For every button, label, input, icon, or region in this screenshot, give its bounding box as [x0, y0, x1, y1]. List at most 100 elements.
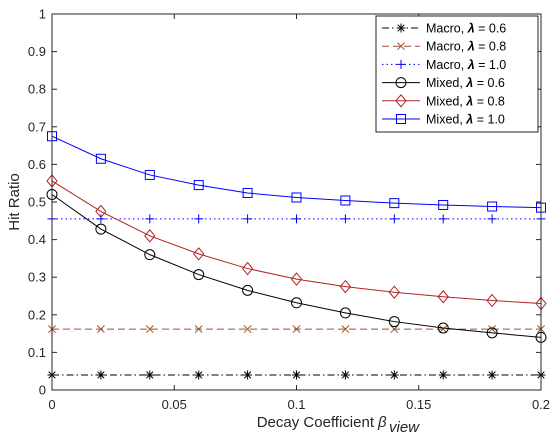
legend-entry: Mixed, λ = 0.6 [382, 76, 505, 90]
data-point [144, 229, 156, 243]
data-point [438, 200, 449, 211]
x-axis-label-symbol: β [377, 414, 387, 431]
legend-marker [395, 94, 407, 108]
legend-label: Macro, λ = 1.0 [426, 58, 506, 72]
y-tick-label: 0.5 [28, 195, 46, 210]
data-point [193, 180, 204, 191]
y-tick-label: 0.1 [28, 345, 46, 360]
data-point [388, 316, 400, 328]
data-point [291, 192, 302, 203]
x-tick-label: 0.05 [162, 397, 187, 412]
legend-marker [397, 42, 405, 51]
y-tick-label: 0.4 [28, 232, 46, 247]
data-point [145, 370, 155, 380]
legend-entry: Mixed, λ = 0.8 [382, 94, 505, 108]
legend-box [375, 15, 539, 133]
data-point [439, 325, 448, 334]
data-point [437, 322, 449, 334]
x-tick-label: 0.15 [406, 397, 431, 412]
data-point [243, 370, 253, 380]
series-3 [46, 188, 547, 343]
data-point [388, 285, 400, 300]
y-tick-label: 0 [39, 383, 46, 398]
data-point [292, 214, 301, 224]
data-point [96, 214, 106, 224]
data-point [242, 187, 253, 198]
data-point [389, 370, 399, 380]
data-point [243, 325, 252, 334]
series-2 [47, 214, 546, 224]
data-point [193, 247, 205, 261]
data-point [340, 214, 350, 224]
x-axis-label: Decay Coefficient [257, 414, 375, 431]
data-point [144, 169, 155, 180]
legend-marker [395, 77, 407, 89]
y-tick-label: 0.7 [28, 119, 46, 134]
legend-entry: Mixed, λ = 1.0 [382, 113, 505, 127]
legend-entry: Macro, λ = 0.6 [382, 22, 506, 36]
x-tick-label: 0.2 [532, 397, 550, 412]
data-point [339, 279, 352, 294]
legend-entry: Macro, λ = 1.0 [382, 58, 506, 72]
data-point [242, 284, 254, 296]
y-tick-label: 0.9 [28, 44, 46, 59]
data-point [340, 370, 350, 380]
legend-marker [396, 23, 406, 33]
legend-label: Macro, λ = 0.6 [426, 22, 506, 36]
legend: Macro, λ = 0.6 Macro, λ = 0.8 Macro, λ = 1… [375, 15, 539, 133]
y-tick-label: 0.2 [28, 307, 46, 322]
series-5 [47, 131, 546, 213]
legend-label: Macro, λ = 0.8 [426, 40, 506, 54]
data-point [145, 325, 154, 334]
y-tick-label: 0.6 [28, 157, 46, 172]
data-point [292, 370, 301, 380]
series-line [51, 135, 542, 209]
series-line [51, 194, 542, 338]
data-point [487, 201, 498, 212]
data-point [241, 261, 254, 276]
data-point [292, 325, 301, 334]
data-point [96, 370, 106, 380]
x-tick-label: 0.1 [287, 397, 305, 412]
series-line [51, 180, 542, 305]
legend-label: Mixed, λ = 0.8 [426, 94, 505, 108]
data-point [341, 325, 350, 334]
data-point [486, 327, 498, 339]
data-point [488, 325, 497, 334]
data-point [194, 325, 203, 334]
data-point [194, 214, 204, 224]
data-point [243, 214, 253, 224]
data-point [145, 214, 155, 224]
data-point [290, 272, 303, 286]
data-point [95, 153, 106, 164]
data-point [389, 214, 399, 224]
series-layer [46, 131, 547, 380]
data-point [487, 214, 497, 224]
data-point [340, 195, 351, 206]
y-tick-label: 1 [39, 7, 46, 22]
data-point [438, 214, 448, 224]
legend-label: Mixed, λ = 1.0 [426, 113, 505, 127]
y-tick-label: 0.8 [28, 82, 46, 97]
data-point [486, 293, 498, 308]
x-axis-label-subscript: view [389, 419, 420, 436]
legend-marker [396, 114, 406, 124]
y-axis-label: Hit Ratio [6, 173, 23, 231]
data-point [95, 223, 107, 235]
y-tick-label: 0.3 [28, 270, 46, 285]
data-point [291, 297, 302, 309]
series-4 [46, 174, 547, 311]
data-point [339, 307, 351, 319]
legend-entry: Macro, λ = 0.8 [382, 40, 506, 54]
data-point [390, 325, 399, 334]
data-point [144, 249, 156, 261]
data-point [437, 289, 449, 304]
data-point [389, 198, 400, 209]
x-tick-label: 0 [48, 397, 55, 412]
legend-marker [396, 59, 406, 69]
data-point [194, 370, 204, 380]
data-point [193, 269, 205, 281]
legend-label: Mixed, λ = 0.6 [426, 76, 505, 90]
data-point [438, 370, 448, 380]
